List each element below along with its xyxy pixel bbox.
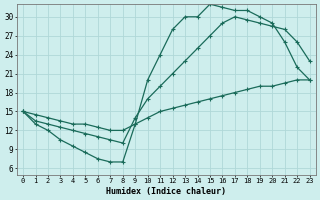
X-axis label: Humidex (Indice chaleur): Humidex (Indice chaleur) <box>106 187 226 196</box>
